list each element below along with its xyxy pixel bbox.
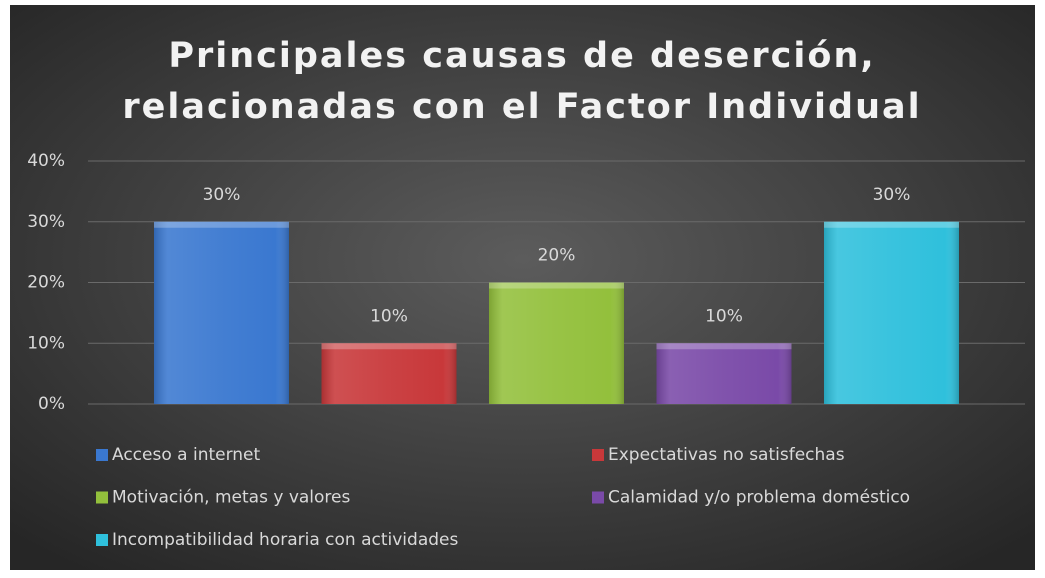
legend-label: Motivación, metas y valores bbox=[112, 488, 350, 508]
data-label: 20% bbox=[538, 246, 576, 266]
data-label: 10% bbox=[370, 306, 408, 326]
legend-swatch bbox=[592, 491, 604, 504]
bar-bevel bbox=[154, 221, 289, 228]
bar-shine bbox=[489, 282, 624, 404]
bar-shine bbox=[656, 343, 792, 404]
bar-bevel bbox=[656, 343, 792, 350]
data-label: 30% bbox=[203, 185, 241, 205]
y-tick-label: 0% bbox=[38, 394, 65, 414]
legend-label: Expectativas no satisfechas bbox=[608, 445, 845, 465]
y-tick-label: 30% bbox=[27, 212, 65, 232]
legend-swatch bbox=[592, 449, 604, 461]
chart-title: relacionadas con el Factor Individual bbox=[122, 87, 921, 127]
bar-shine bbox=[824, 221, 959, 404]
bar-bevel bbox=[824, 221, 959, 228]
legend-label: Incompatibilidad horaria con actividades bbox=[112, 530, 458, 550]
y-tick-label: 40% bbox=[27, 151, 65, 171]
bar-shine bbox=[321, 343, 457, 404]
y-tick-label: 10% bbox=[27, 333, 65, 353]
bar-shine bbox=[154, 221, 289, 404]
data-label: 10% bbox=[705, 306, 743, 326]
bar-bevel bbox=[321, 343, 457, 350]
legend-label: Calamidad y/o problema doméstico bbox=[608, 488, 910, 508]
data-label: 30% bbox=[873, 185, 911, 205]
bar-bevel bbox=[489, 282, 624, 289]
legend-swatch bbox=[96, 449, 108, 461]
legend-swatch bbox=[96, 534, 108, 546]
legend-label: Acceso a internet bbox=[112, 445, 261, 465]
y-tick-label: 20% bbox=[27, 273, 65, 293]
legend-swatch bbox=[96, 491, 108, 504]
chart-title: Principales causas de deserción, bbox=[168, 36, 875, 76]
